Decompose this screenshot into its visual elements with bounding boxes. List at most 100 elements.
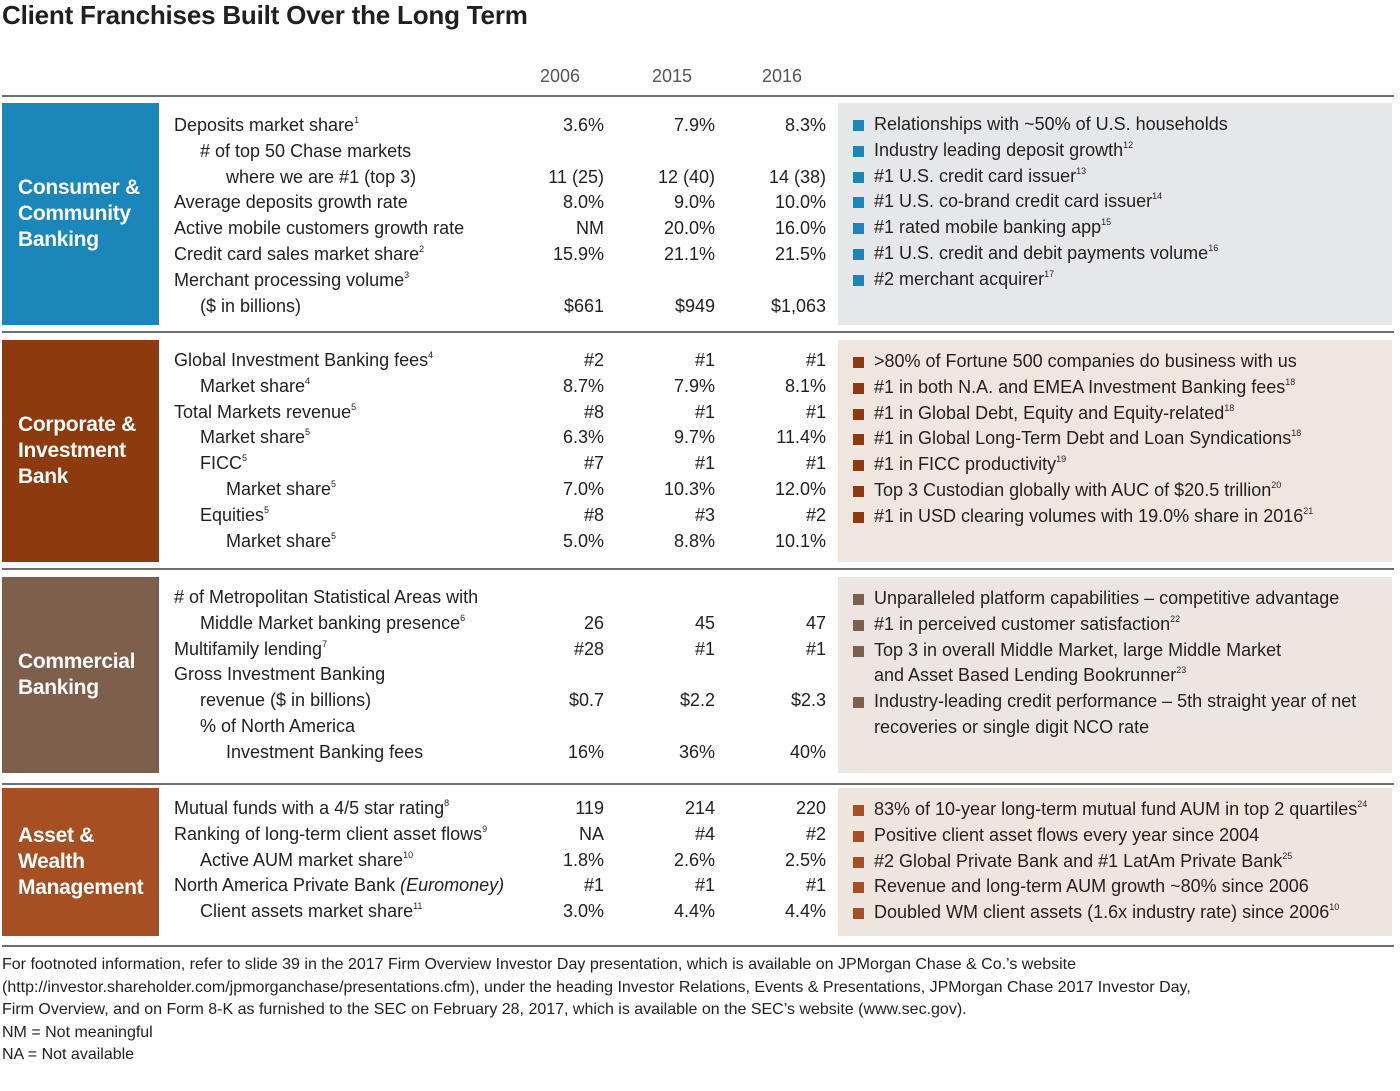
value-2016: 14 (38): [768, 166, 826, 187]
segment-name: Commercial Banking: [18, 650, 136, 699]
footnote-ref: 5: [331, 530, 337, 541]
highlights-box: >80% of Fortune 500 companies do busines…: [838, 340, 1392, 562]
footnote-line: Firm Overview, and on Form 8-K as furnis…: [2, 1001, 967, 1018]
highlight-text: Top 3 in overall Middle Market, large Mi…: [874, 638, 1392, 664]
footnote-ref: 21: [1303, 505, 1314, 516]
highlight-text-content: Industry-leading credit performance – 5t…: [874, 691, 1357, 712]
highlight-text: #1 U.S. credit card issuer13: [874, 164, 1392, 190]
table-row: Deposits market share1 3.6% 7.9% 8.3%: [174, 113, 834, 139]
footnote-ref: 18: [1224, 402, 1235, 413]
metric-label: Middle Market banking presence6: [200, 611, 465, 637]
highlight-text: #1 in FICC productivity19: [874, 452, 1392, 478]
highlight-text: #2 Global Private Bank and #1 LatAm Priv…: [874, 849, 1392, 875]
square-bullet-icon: [853, 645, 864, 657]
highlight-item: Top 3 Custodian globally with AUC of $20…: [838, 478, 1392, 504]
segment-corporate-investment-bank: Corporate & Investment Bank Global Invest…: [0, 340, 1400, 562]
metric-label-text: Total Markets revenue: [174, 401, 352, 422]
value-2015: #1: [694, 453, 715, 474]
metric-label-text: Deposits market share: [174, 115, 355, 135]
highlight-item: 83% of 10-year long-term mutual fund AUM…: [838, 797, 1392, 823]
table-row: Gross Investment Banking: [174, 662, 834, 688]
value-2016: #1: [805, 875, 826, 896]
table-row: Market share5 6.3% 9.7% 11.4%: [174, 425, 834, 451]
highlight-item: Unparalleled platform capabilities – com…: [838, 586, 1392, 612]
value-2006: 3.0%: [562, 901, 604, 922]
highlight-item: Industry-leading credit performance – 5t…: [838, 689, 1392, 741]
metric-label-text: Mutual funds with a 4/5 star rating: [174, 798, 445, 818]
year-header-2006: 2006: [540, 66, 581, 86]
segment-label-box: Asset & Wealth Management: [2, 788, 159, 936]
table-row: Global Investment Banking fees4 #2 #1 #1: [174, 348, 834, 374]
highlight-text-content: and Asset Based Lending Bookrunner: [874, 665, 1177, 686]
value-2015: #4: [694, 823, 715, 844]
value-2015: 9.0%: [673, 192, 715, 213]
highlight-text: 83% of 10-year long-term mutual fund AUM…: [874, 797, 1392, 823]
table-row: Mutual funds with a 4/5 star rating8 119 2…: [174, 796, 834, 822]
highlight-item: #1 U.S. credit and debit payments volume…: [838, 241, 1392, 267]
square-bullet-icon: [853, 171, 864, 183]
highlight-text-content: #2 Global Private Bank and #1 LatAm Priv…: [874, 850, 1283, 871]
footnote-ref: 2: [419, 243, 425, 254]
value-2006: 7.0%: [562, 478, 604, 499]
metric-label-text: Multifamily lending: [174, 638, 323, 659]
footnote-nm: NM = Not meaningful: [2, 1023, 153, 1041]
segment-commercial-banking: Commercial Banking # of Metropolitan Stat…: [0, 577, 1400, 773]
metric-label-source: (Euromoney): [400, 875, 505, 896]
value-2016: #2: [805, 504, 826, 525]
value-2006: #8: [583, 401, 604, 422]
segment-name: Asset & Wealth Management: [18, 824, 144, 899]
value-2006: 5.0%: [562, 530, 604, 551]
highlight-text-content: #1 in both N.A. and EMEA Investment Bank…: [874, 376, 1286, 397]
footnote-ref: 11: [413, 901, 423, 912]
metric-label-text: Market share: [200, 375, 306, 396]
footnote-ref: 6: [460, 612, 466, 623]
table-row: North America Private Bank (Euromoney) #1…: [174, 873, 834, 899]
table-row: Merchant processing volume3: [174, 268, 834, 294]
highlight-text: #1 in Global Debt, Equity and Equity-rel…: [874, 401, 1392, 427]
value-2016: #1: [805, 638, 826, 659]
table-row: Equities5 #8 #3 #2: [174, 503, 834, 529]
highlight-text-content: #1 rated mobile banking app: [874, 217, 1102, 238]
highlight-text: #1 in perceived customer satisfaction22: [874, 612, 1392, 638]
square-bullet-icon: [853, 408, 864, 420]
value-2006: #28: [573, 638, 604, 659]
metric-label: where we are #1 (top 3): [226, 165, 416, 191]
square-bullet-icon: [853, 697, 864, 709]
highlight-item: #1 in Global Debt, Equity and Equity-rel…: [838, 401, 1392, 427]
highlight-text-content: Unparalleled platform capabilities – com…: [874, 588, 1340, 608]
highlight-item: #1 U.S. credit card issuer13: [838, 164, 1392, 190]
highlight-text: Unparalleled platform capabilities – com…: [874, 586, 1392, 612]
table-row: Multifamily lending7 #28 #1 #1: [174, 637, 834, 663]
highlight-text: Industry-leading credit performance – 5t…: [874, 689, 1392, 715]
metric-label: # of Metropolitan Statistical Areas with: [174, 585, 478, 611]
highlight-item: #1 in perceived customer satisfaction22: [838, 612, 1392, 638]
value-2006: NA: [578, 823, 604, 844]
value-2006: 8.7%: [562, 375, 604, 396]
highlight-text-content: #1 U.S. credit card issuer: [874, 165, 1077, 186]
value-2016: 47: [805, 612, 826, 633]
metric-label: Credit card sales market share2: [174, 242, 424, 268]
metrics-table: # of Metropolitan Statistical Areas with…: [174, 585, 834, 766]
highlight-text-content: #1 in FICC productivity: [874, 454, 1057, 475]
highlight-text-content: #1 in USD clearing volumes with 19.0% sh…: [874, 505, 1304, 526]
highlights-box: Unparalleled platform capabilities – com…: [838, 577, 1392, 773]
value-2016: 10.0%: [774, 192, 826, 213]
divider: [2, 568, 1394, 570]
table-row: Market share4 8.7% 7.9% 8.1%: [174, 374, 834, 400]
metric-label: Deposits market share1: [174, 113, 359, 139]
segment-label-box: Commercial Banking: [2, 577, 159, 773]
divider: [2, 95, 1394, 97]
square-bullet-icon: [853, 145, 864, 157]
highlight-text-content: 83% of 10-year long-term mutual fund AUM…: [874, 799, 1358, 819]
table-row: Active mobile customers growth rate NM 20.…: [174, 216, 834, 242]
metric-label-text: Merchant processing volume: [174, 269, 405, 290]
square-bullet-icon: [853, 830, 864, 842]
highlight-text: Top 3 Custodian globally with AUC of $20…: [874, 478, 1392, 504]
metric-label-text: Middle Market banking presence: [200, 612, 461, 633]
metric-label-text: Client assets market share: [200, 901, 414, 922]
square-bullet-icon: [853, 882, 864, 894]
metric-label: Investment Banking fees: [226, 740, 423, 766]
highlight-item: Industry leading deposit growth12: [838, 138, 1392, 164]
square-bullet-icon: [853, 908, 864, 920]
footnote-ref: 5: [264, 504, 270, 515]
